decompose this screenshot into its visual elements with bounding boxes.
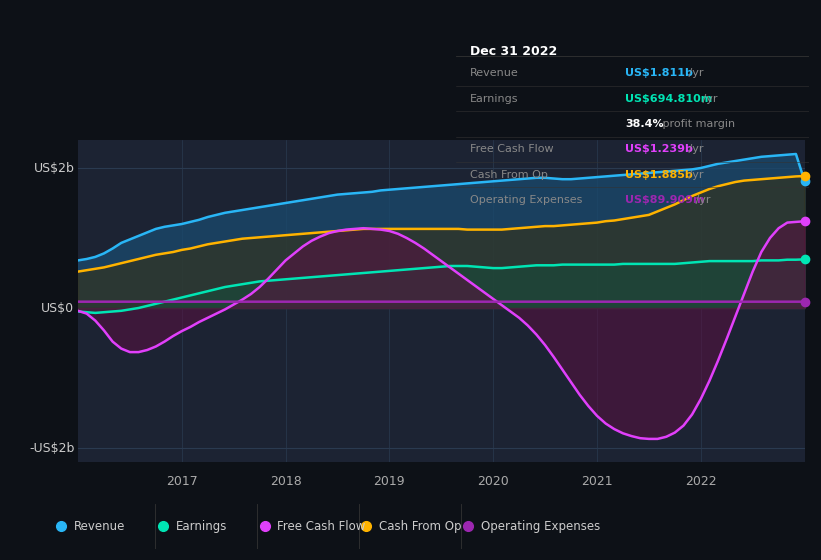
Text: -US$2b: -US$2b	[29, 441, 75, 455]
Text: Free Cash Flow: Free Cash Flow	[470, 144, 553, 155]
Text: US$1.239b: US$1.239b	[625, 144, 693, 155]
Text: US$1.885b: US$1.885b	[625, 170, 693, 180]
Text: 2017: 2017	[166, 475, 198, 488]
Text: /yr: /yr	[686, 68, 704, 78]
Text: US$2b: US$2b	[34, 161, 75, 175]
Text: 38.4%: 38.4%	[625, 119, 663, 129]
Text: 2019: 2019	[374, 475, 406, 488]
Text: /yr: /yr	[699, 94, 718, 104]
Text: 2020: 2020	[477, 475, 509, 488]
Text: US$89.909m: US$89.909m	[625, 195, 704, 205]
Text: Earnings: Earnings	[176, 520, 227, 533]
Text: US$1.811b: US$1.811b	[625, 68, 693, 78]
Text: /yr: /yr	[692, 195, 711, 205]
Text: 2021: 2021	[581, 475, 612, 488]
Text: Dec 31 2022: Dec 31 2022	[470, 45, 557, 58]
Text: Free Cash Flow: Free Cash Flow	[277, 520, 365, 533]
Text: Cash From Op: Cash From Op	[470, 170, 548, 180]
Text: 2018: 2018	[270, 475, 301, 488]
Text: Cash From Op: Cash From Op	[379, 520, 461, 533]
Text: Operating Expenses: Operating Expenses	[470, 195, 582, 205]
Text: Earnings: Earnings	[470, 94, 518, 104]
Text: Revenue: Revenue	[74, 520, 125, 533]
Text: /yr: /yr	[686, 144, 704, 155]
Text: profit margin: profit margin	[658, 119, 735, 129]
Text: /yr: /yr	[686, 170, 704, 180]
Text: US$0: US$0	[41, 301, 75, 315]
Text: Operating Expenses: Operating Expenses	[481, 520, 600, 533]
Text: Revenue: Revenue	[470, 68, 519, 78]
Text: 2022: 2022	[685, 475, 717, 488]
Text: US$694.810m: US$694.810m	[625, 94, 713, 104]
